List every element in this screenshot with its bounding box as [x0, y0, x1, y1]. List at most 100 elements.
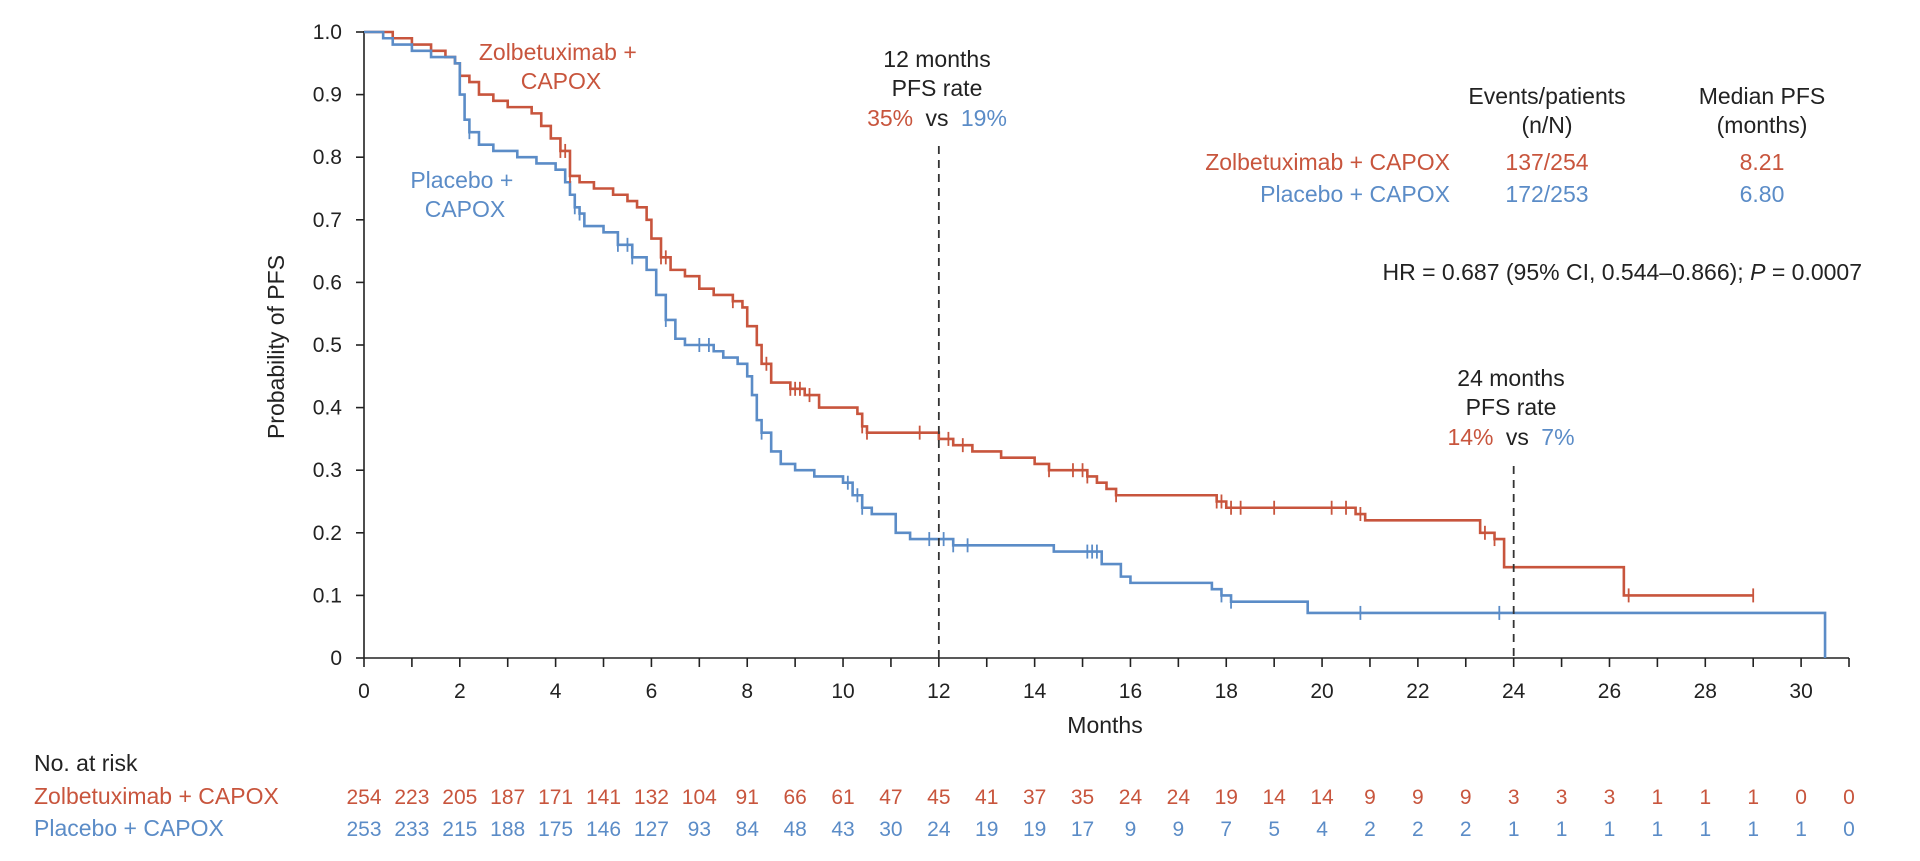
x-tick-label: 0: [358, 680, 370, 703]
risk-value-zolb: 223: [394, 786, 429, 809]
risk-value-placebo: 1: [1795, 818, 1807, 841]
risk-value-placebo: 24: [927, 818, 951, 841]
risk-value-zolb: 9: [1460, 786, 1472, 809]
y-tick-label: 0.7: [313, 209, 342, 232]
hr-prefix: HR = 0.687 (95% CI, 0.544–0.866);: [1383, 259, 1751, 285]
risk-value-zolb: 24: [1119, 786, 1143, 809]
risk-value-placebo: 1: [1508, 818, 1520, 841]
stats-row-zolb-events: 137/254: [1505, 149, 1588, 175]
stats-col2-header-line2: (months): [1717, 112, 1808, 138]
hazard-ratio-text: HR = 0.687 (95% CI, 0.544–0.866); P = 0.…: [1383, 259, 1863, 285]
curve-label-placebo-line1: Placebo +: [410, 167, 513, 193]
risk-value-zolb: 37: [1023, 786, 1046, 809]
x-tick-label: 10: [831, 680, 854, 703]
x-tick-label: 4: [550, 680, 562, 703]
risk-value-placebo: 233: [394, 818, 429, 841]
risk-value-zolb: 104: [682, 786, 717, 809]
annotation-12-vs: vs: [926, 105, 949, 131]
x-axis-label: Months: [1067, 712, 1142, 738]
risk-value-placebo: 84: [736, 818, 760, 841]
risk-value-zolb: 171: [538, 786, 573, 809]
risk-value-zolb: 9: [1412, 786, 1424, 809]
survival-curves: [364, 30, 1827, 658]
stats-row-zolb-median: 8.21: [1740, 149, 1785, 175]
risk-value-zolb: 254: [346, 786, 381, 809]
risk-value-placebo: 127: [634, 818, 669, 841]
x-tick-label: 12: [927, 680, 950, 703]
risk-value-zolb: 66: [783, 786, 806, 809]
risk-value-placebo: 215: [442, 818, 477, 841]
annotation-24-months: 24 months PFS rate 14% vs 7%: [1447, 365, 1574, 450]
x-tick-label: 2: [454, 680, 466, 703]
risk-value-placebo: 188: [490, 818, 525, 841]
stats-table: Events/patients (n/N) Median PFS (months…: [1205, 83, 1862, 285]
risk-value-placebo: 9: [1125, 818, 1137, 841]
risk-value-zolb: 3: [1604, 786, 1616, 809]
annotation-12-months: 12 months PFS rate 35% vs 19%: [867, 46, 1007, 131]
risk-value-placebo: 1: [1652, 818, 1664, 841]
risk-value-zolb: 61: [831, 786, 854, 809]
annotation-12-title: 12 months: [883, 46, 990, 72]
risk-value-zolb: 35: [1071, 786, 1094, 809]
risk-value-placebo: 48: [783, 818, 806, 841]
risk-value-placebo: 175: [538, 818, 573, 841]
risk-value-placebo: 1: [1556, 818, 1568, 841]
y-tick-label: 0.5: [313, 334, 342, 357]
annotation-24-title: 24 months: [1457, 365, 1564, 391]
risk-value-placebo: 253: [346, 818, 381, 841]
annotation-12-subtitle: PFS rate: [892, 75, 983, 101]
risk-value-zolb: 9: [1364, 786, 1376, 809]
curve-label-zolb-line1: Zolbetuximab +: [479, 39, 637, 65]
y-tick-label: 0.4: [313, 397, 343, 420]
stats-row-zolb-name: Zolbetuximab + CAPOX: [1205, 149, 1450, 175]
risk-value-placebo: 146: [586, 818, 621, 841]
stats-row-placebo-events: 172/253: [1505, 181, 1588, 207]
y-tick-label: 0.2: [313, 522, 342, 545]
curve-placebo: [364, 30, 1827, 658]
risk-value-zolb: 47: [879, 786, 902, 809]
y-tick-label: 0.8: [313, 146, 342, 169]
y-ticks: 0 0.1 0.2 0.3 0.4 0.5 0.6 0.7 0.8 0.9 1.0: [313, 21, 364, 670]
x-tick-label: 14: [1023, 680, 1047, 703]
risk-value-placebo: 7: [1220, 818, 1232, 841]
risk-row-placebo-name: Placebo + CAPOX: [34, 815, 224, 841]
annotation-24-placebo-rate: 7%: [1541, 424, 1574, 450]
y-tick-label: 0.3: [313, 459, 342, 482]
risk-value-zolb: 24: [1167, 786, 1191, 809]
x-tick-label: 18: [1215, 680, 1238, 703]
annotation-12-rates: 35% vs 19%: [867, 105, 1007, 131]
x-tick-label: 30: [1789, 680, 1812, 703]
risk-value-placebo: 93: [688, 818, 711, 841]
censor-marks: [468, 125, 1755, 620]
stats-row-placebo-name: Placebo + CAPOX: [1260, 181, 1450, 207]
risk-value-zolb: 45: [927, 786, 950, 809]
curve-label-zolb-line2: CAPOX: [521, 68, 602, 94]
risk-value-zolb: 1: [1652, 786, 1664, 809]
risk-value-placebo: 43: [831, 818, 854, 841]
annotation-12-zolb-rate: 35%: [867, 105, 913, 131]
annotation-12-placebo-rate: 19%: [961, 105, 1007, 131]
risk-value-zolb: 91: [736, 786, 759, 809]
y-tick-label: 0: [330, 647, 342, 670]
annotation-24-zolb-rate: 14%: [1447, 424, 1493, 450]
y-tick-label: 0.1: [313, 584, 342, 607]
risk-value-placebo: 19: [975, 818, 998, 841]
risk-value-zolb: 141: [586, 786, 621, 809]
x-tick-label: 24: [1502, 680, 1526, 703]
risk-value-zolb: 187: [490, 786, 525, 809]
x-tick-label: 28: [1694, 680, 1717, 703]
risk-value-placebo: 1: [1747, 818, 1759, 841]
risk-value-zolb: 19: [1215, 786, 1238, 809]
annotation-24-subtitle: PFS rate: [1466, 394, 1557, 420]
x-tick-label: 26: [1598, 680, 1621, 703]
x-tick-label: 8: [741, 680, 753, 703]
risk-value-placebo: 1: [1699, 818, 1711, 841]
stats-col1-header-line1: Events/patients: [1468, 83, 1625, 109]
risk-value-zolb: 14: [1310, 786, 1334, 809]
annotation-24-vs: vs: [1506, 424, 1529, 450]
curve-label-zolb: Zolbetuximab + CAPOX: [479, 39, 643, 94]
risk-value-placebo: 0: [1843, 818, 1855, 841]
risk-value-placebo: 2: [1364, 818, 1376, 841]
stats-col1-header-line2: (n/N): [1521, 112, 1572, 138]
